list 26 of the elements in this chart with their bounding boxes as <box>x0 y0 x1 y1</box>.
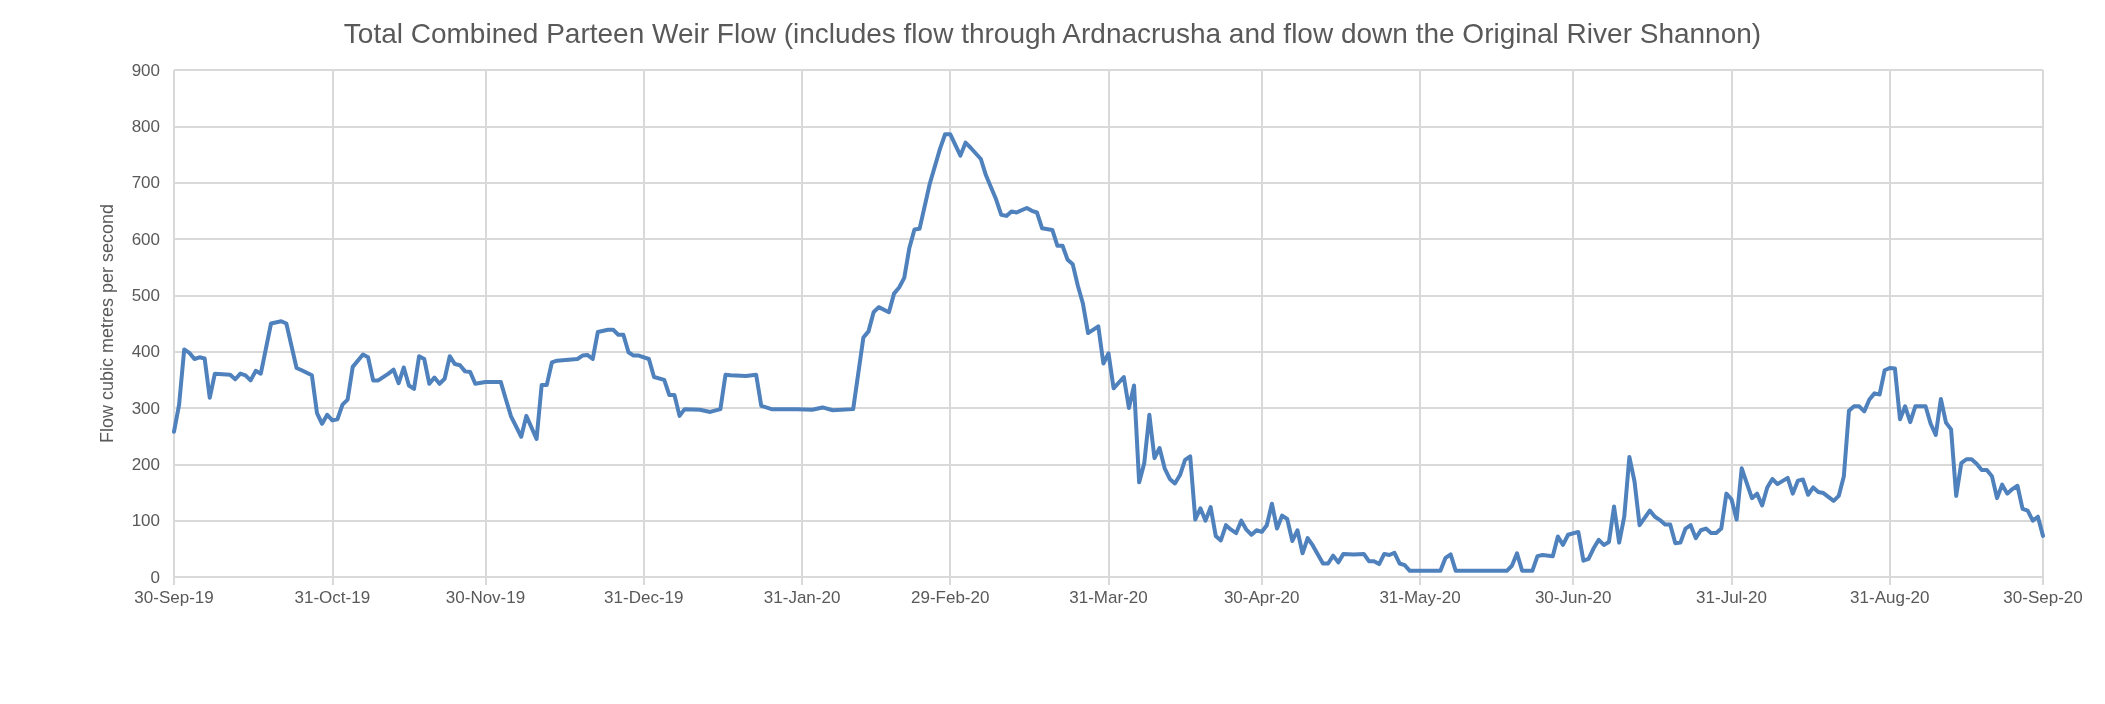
y-tick-label: 300 <box>131 398 160 418</box>
y-tick-label: 700 <box>131 173 160 193</box>
line-series <box>172 132 2045 573</box>
x-tick-label: 31-May-20 <box>1379 588 1461 607</box>
y-tick-label: 500 <box>131 285 160 305</box>
x-tick-label: 30-Sep-20 <box>2003 588 2083 607</box>
x-tick-label: 31-Jan-20 <box>763 588 841 607</box>
x-tick-label: 31-Jul-20 <box>1696 588 1767 607</box>
x-tick-label: 29-Feb-20 <box>910 588 990 607</box>
y-tick-label: 100 <box>131 511 160 531</box>
y-axis-title: Flow cubic metres per second <box>97 203 117 444</box>
chart-title: Total Combined Parteen Weir Flow (includes flow through Ardnacrusha and flow down the Original River Shannon) <box>343 17 1762 49</box>
x-tick-label: 30-Nov-19 <box>445 588 526 607</box>
y-tick-label: 400 <box>131 342 160 362</box>
y-tick-label: 800 <box>131 116 160 136</box>
x-tick-label: 31-Oct-19 <box>294 588 371 607</box>
y-tick-label: 0 <box>150 567 160 587</box>
x-tick-label: 31-Dec-19 <box>604 588 684 607</box>
x-tick-label: 31-Aug-20 <box>1850 588 1930 607</box>
x-tick-label: 30-Apr-20 <box>1223 588 1300 607</box>
y-tick-label: 600 <box>131 229 160 249</box>
x-tick-label: 30-Jun-20 <box>1534 588 1612 607</box>
y-tick-label: 900 <box>131 60 160 80</box>
y-tick-label: 200 <box>131 454 160 474</box>
x-tick-label: 30-Sep-19 <box>134 588 214 607</box>
x-tick-label: 31-Mar-20 <box>1069 588 1148 607</box>
